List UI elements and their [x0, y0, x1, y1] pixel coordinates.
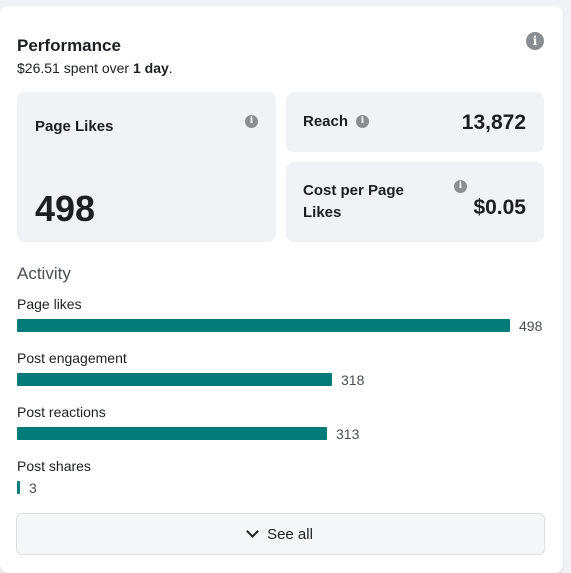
spent-amount: $26.51 — [17, 60, 60, 76]
reach-value: 13,872 — [461, 111, 526, 134]
page-likes-info-icon[interactable]: i — [245, 115, 258, 128]
spent-duration: 1 day — [132, 60, 169, 76]
activity-value-post-reactions: 313 — [336, 426, 360, 442]
page-likes-tile: Page Likes i 498 — [17, 92, 276, 242]
performance-card: Performance $26.51 spent over 1 day. i P… — [0, 6, 563, 573]
cost-per-like-label: Cost per Page Likes — [303, 180, 404, 224]
cost-per-like-value: $0.05 — [473, 196, 526, 219]
activity-label-page-likes: Page likes — [17, 296, 82, 312]
page-likes-label: Page Likes — [35, 118, 114, 135]
page-likes-value: 498 — [35, 188, 96, 229]
activity-value-post-shares: 3 — [29, 480, 37, 496]
spent-summary: $26.51 spent over 1 day. — [17, 60, 173, 76]
spent-end: . — [168, 60, 173, 76]
cost-per-like-tile: Cost per Page Likes i $0.05 — [286, 162, 544, 242]
activity-bar-post-shares — [17, 481, 20, 494]
see-all-button[interactable]: See all — [16, 513, 545, 555]
reach-info-icon[interactable]: i — [356, 115, 369, 128]
activity-value-post-engagement: 318 — [341, 372, 365, 388]
see-all-label: See all — [267, 525, 313, 543]
card-title: Performance — [17, 36, 121, 55]
spent-mid: spent over — [59, 60, 133, 76]
reach-tile: Reach i 13,872 — [286, 92, 544, 152]
cost-per-like-label-line2: Likes — [303, 204, 342, 221]
activity-label-post-reactions: Post reactions — [17, 404, 106, 420]
activity-bar-post-reactions — [17, 427, 327, 440]
activity-value-page-likes: 498 — [519, 318, 543, 334]
performance-info-icon[interactable]: i — [526, 32, 544, 50]
chevron-down-icon — [246, 525, 259, 538]
activity-label-post-shares: Post shares — [17, 458, 91, 474]
cost-per-like-label-line1: Cost per Page — [303, 182, 404, 199]
cost-per-like-info-icon[interactable]: i — [454, 180, 467, 193]
activity-label-post-engagement: Post engagement — [17, 350, 127, 366]
reach-label: Reach — [303, 113, 349, 130]
activity-bar-post-engagement — [17, 373, 332, 386]
activity-heading: Activity — [17, 264, 71, 283]
activity-bar-page-likes — [17, 319, 510, 332]
